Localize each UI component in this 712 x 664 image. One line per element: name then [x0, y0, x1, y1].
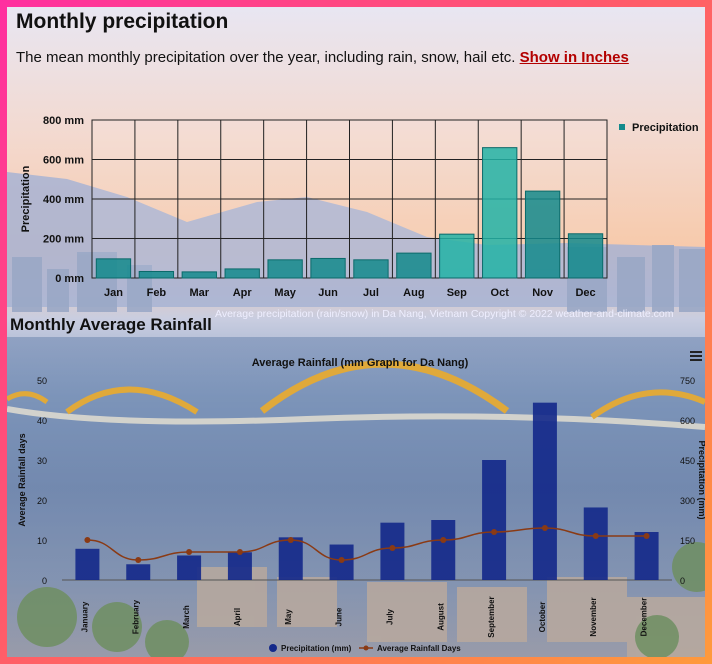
- rainfall-days-point-november: [592, 533, 599, 539]
- legend-label-rainfall-days: Average Rainfall Days: [377, 644, 461, 653]
- x-tick-label: February: [131, 599, 140, 634]
- bar-december: [634, 532, 659, 580]
- bar-jan: [95, 258, 132, 279]
- bar-oct: [482, 147, 518, 279]
- page-frame: Monthly precipitation The mean monthly p…: [7, 7, 705, 657]
- rainfall-days-line: [87, 527, 647, 561]
- x-tick-label: March: [182, 605, 191, 629]
- x-tick-label: January: [80, 601, 89, 632]
- bar-october: [532, 402, 557, 580]
- left-tick-label: 0: [42, 576, 47, 586]
- x-tick-label: Jul: [363, 287, 379, 299]
- bar-september: [482, 460, 507, 580]
- y-tick-label: 200 mm: [43, 234, 84, 246]
- rainfall-days-point-september: [491, 529, 498, 535]
- bar-may: [267, 259, 303, 279]
- bar-jun: [310, 257, 346, 279]
- x-tick-label: Feb: [147, 287, 167, 299]
- bar-feb: [138, 270, 175, 279]
- x-tick-label: July: [385, 608, 394, 625]
- subtitle-text: The mean monthly precipitation over the …: [16, 49, 516, 66]
- x-tick-label: Jun: [318, 287, 338, 299]
- x-tick-label: November: [589, 597, 598, 636]
- bar-july: [380, 522, 405, 580]
- page-title: Monthly precipitation: [16, 10, 229, 33]
- left-tick-label: 20: [37, 496, 47, 506]
- bar-january: [75, 548, 100, 580]
- x-tick-label: August: [436, 603, 445, 631]
- rainfall-days-point-december: [643, 533, 650, 539]
- y-tick-label: 600 mm: [43, 155, 84, 167]
- rainfall-days-point-may: [287, 537, 294, 543]
- legend-label-precipitation: Precipitation (mm): [281, 644, 352, 653]
- chart-title: Average Rainfall (mm Graph for Da Nang): [252, 357, 469, 369]
- rainfall-days-point-february: [135, 557, 142, 563]
- x-tick-label: Aug: [403, 287, 424, 299]
- legend-label-precipitation: Precipitation: [632, 122, 699, 134]
- x-tick-label: April: [233, 608, 242, 626]
- section-title-rainfall: Monthly Average Rainfall: [10, 315, 212, 334]
- legend-marker-rainfall-days: [363, 645, 369, 651]
- left-tick-label: 30: [37, 456, 47, 466]
- bar-march: [177, 555, 202, 580]
- right-tick-label: 600: [680, 416, 695, 426]
- x-tick-label: October: [538, 602, 547, 633]
- x-tick-label: Jan: [104, 287, 123, 299]
- x-tick-label: May: [274, 287, 296, 299]
- show-in-inches-link[interactable]: Show in Inches: [519, 49, 629, 66]
- rainfall-days-point-july: [389, 545, 396, 551]
- x-tick-label: Sep: [447, 287, 467, 299]
- left-tick-label: 10: [37, 536, 47, 546]
- rainfall-days-point-august: [440, 537, 447, 543]
- bar-may: [278, 537, 303, 580]
- rainfall-days-point-march: [186, 549, 193, 555]
- rainfall-days-point-october: [541, 525, 548, 531]
- x-tick-label: September: [487, 596, 496, 637]
- page-subtitle: The mean monthly precipitation over the …: [16, 49, 629, 66]
- bar-february: [126, 564, 151, 580]
- rainfall-days-point-june: [338, 557, 345, 563]
- left-axis-label: Average Rainfall days: [17, 433, 27, 526]
- bar-mar: [181, 271, 217, 279]
- x-tick-label: Apr: [233, 287, 253, 299]
- right-tick-label: 750: [680, 376, 695, 386]
- bar-dec: [567, 233, 604, 279]
- bar-jul: [353, 259, 389, 279]
- x-tick-label: December: [640, 598, 649, 637]
- legend-swatch-precipitation: [619, 124, 625, 130]
- x-tick-label: Dec: [575, 287, 595, 299]
- chart-menu-icon[interactable]: [690, 351, 702, 361]
- x-tick-label: May: [284, 609, 293, 625]
- bar-nov: [524, 190, 561, 279]
- x-tick-label: Mar: [190, 287, 210, 299]
- y-tick-label: 400 mm: [43, 194, 84, 206]
- y-axis-label: Precipitation: [20, 165, 32, 232]
- right-tick-label: 0: [680, 576, 685, 586]
- right-tick-label: 150: [680, 536, 695, 546]
- left-tick-label: 40: [37, 416, 47, 426]
- bar-aug: [396, 252, 432, 279]
- right-tick-label: 450: [680, 456, 695, 466]
- precipitation-bar-chart: 0 mm 200 mm 400 mm 600 mm 800 mm Jan Feb Mar Apr…: [20, 115, 699, 299]
- x-tick-label: June: [335, 607, 344, 626]
- bar-august: [431, 520, 456, 580]
- background-scenery: [7, 172, 705, 657]
- bar-november: [583, 507, 608, 580]
- right-axis-label: Precipitation (mm): [697, 440, 705, 519]
- bar-april: [227, 552, 252, 580]
- left-tick-label: 50: [37, 376, 47, 386]
- rainfall-days-point-april: [236, 549, 243, 555]
- rainfall-days-point-january: [84, 537, 91, 543]
- legend-swatch-precipitation: [269, 644, 277, 652]
- bar-sep: [439, 233, 475, 279]
- bar-apr: [224, 268, 260, 279]
- right-tick-label: 300: [680, 496, 695, 506]
- chart-copyright: Average precipitation (rain/snow) in Da …: [215, 308, 674, 320]
- rainfall-combo-chart: Average Rainfall (mm Graph for Da Nang) 0…: [17, 357, 705, 653]
- y-tick-label: 0 mm: [55, 273, 84, 285]
- x-tick-label: Nov: [532, 287, 554, 299]
- y-tick-label: 800 mm: [43, 115, 84, 127]
- x-tick-label: Oct: [491, 287, 510, 299]
